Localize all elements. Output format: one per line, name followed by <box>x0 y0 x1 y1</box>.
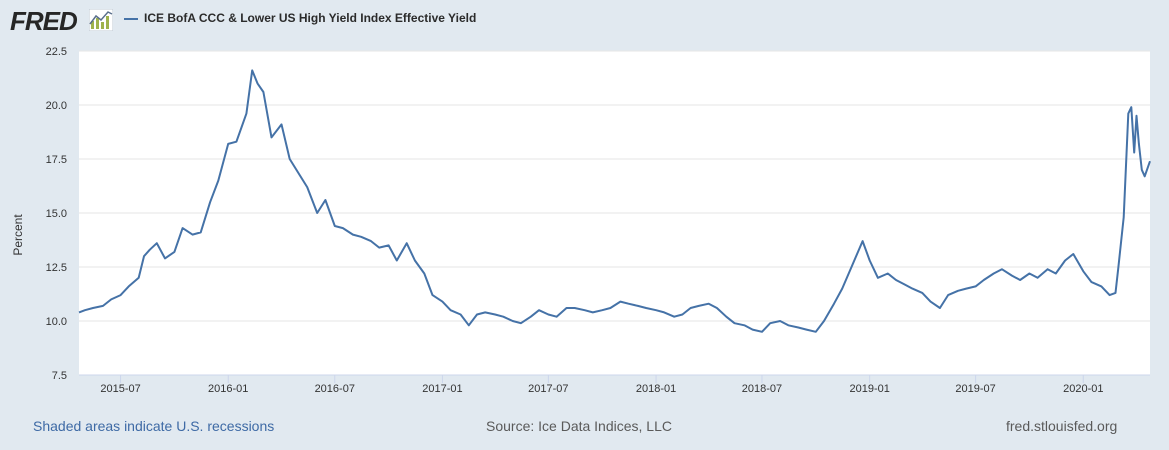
y-tick-label: 20.0 <box>46 100 67 112</box>
x-tick-label: 2019-07 <box>955 383 995 395</box>
y-tick-label: 10.0 <box>46 316 67 328</box>
y-axis-label: Percent <box>11 214 25 256</box>
legend-swatch <box>124 18 138 20</box>
x-tick-label: 2016-07 <box>315 383 355 395</box>
y-tick-label: 15.0 <box>46 208 67 220</box>
x-tick-label: 2018-07 <box>742 383 782 395</box>
recession-note-link[interactable]: Shaded areas indicate U.S. recessions <box>33 418 275 434</box>
line-chart: 7.5 10.0 12.5 15.0 17.5 20.0 22.5 2015-07 2016-… <box>11 46 1151 395</box>
x-tick-label: 2018-01 <box>636 383 676 395</box>
y-tick-label: 7.5 <box>52 370 67 382</box>
source-text: Source: Ice Data Indices, LLC <box>486 418 672 434</box>
x-tick-label: 2019-01 <box>849 383 889 395</box>
chart-header: FRED ICE BofA CCC & Lower US High Yield … <box>0 0 1169 40</box>
x-tick-label: 2017-01 <box>422 383 462 395</box>
legend-series-label: ICE BofA CCC & Lower US High Yield Index… <box>144 11 477 25</box>
y-tick-label: 17.5 <box>46 154 67 166</box>
site-link[interactable]: fred.stlouisfed.org <box>1006 418 1118 434</box>
x-tick-label: 2015-07 <box>100 383 140 395</box>
x-tick-label: 2017-07 <box>528 383 568 395</box>
series-line <box>78 69 1151 333</box>
fred-logo-icon <box>89 9 113 31</box>
y-tick-label: 22.5 <box>46 46 67 58</box>
x-tick-label: 2020-01 <box>1063 383 1103 395</box>
y-tick-label: 12.5 <box>46 262 67 274</box>
fred-logo[interactable]: FRED <box>10 6 78 36</box>
x-tick-label: 2016-01 <box>208 383 248 395</box>
